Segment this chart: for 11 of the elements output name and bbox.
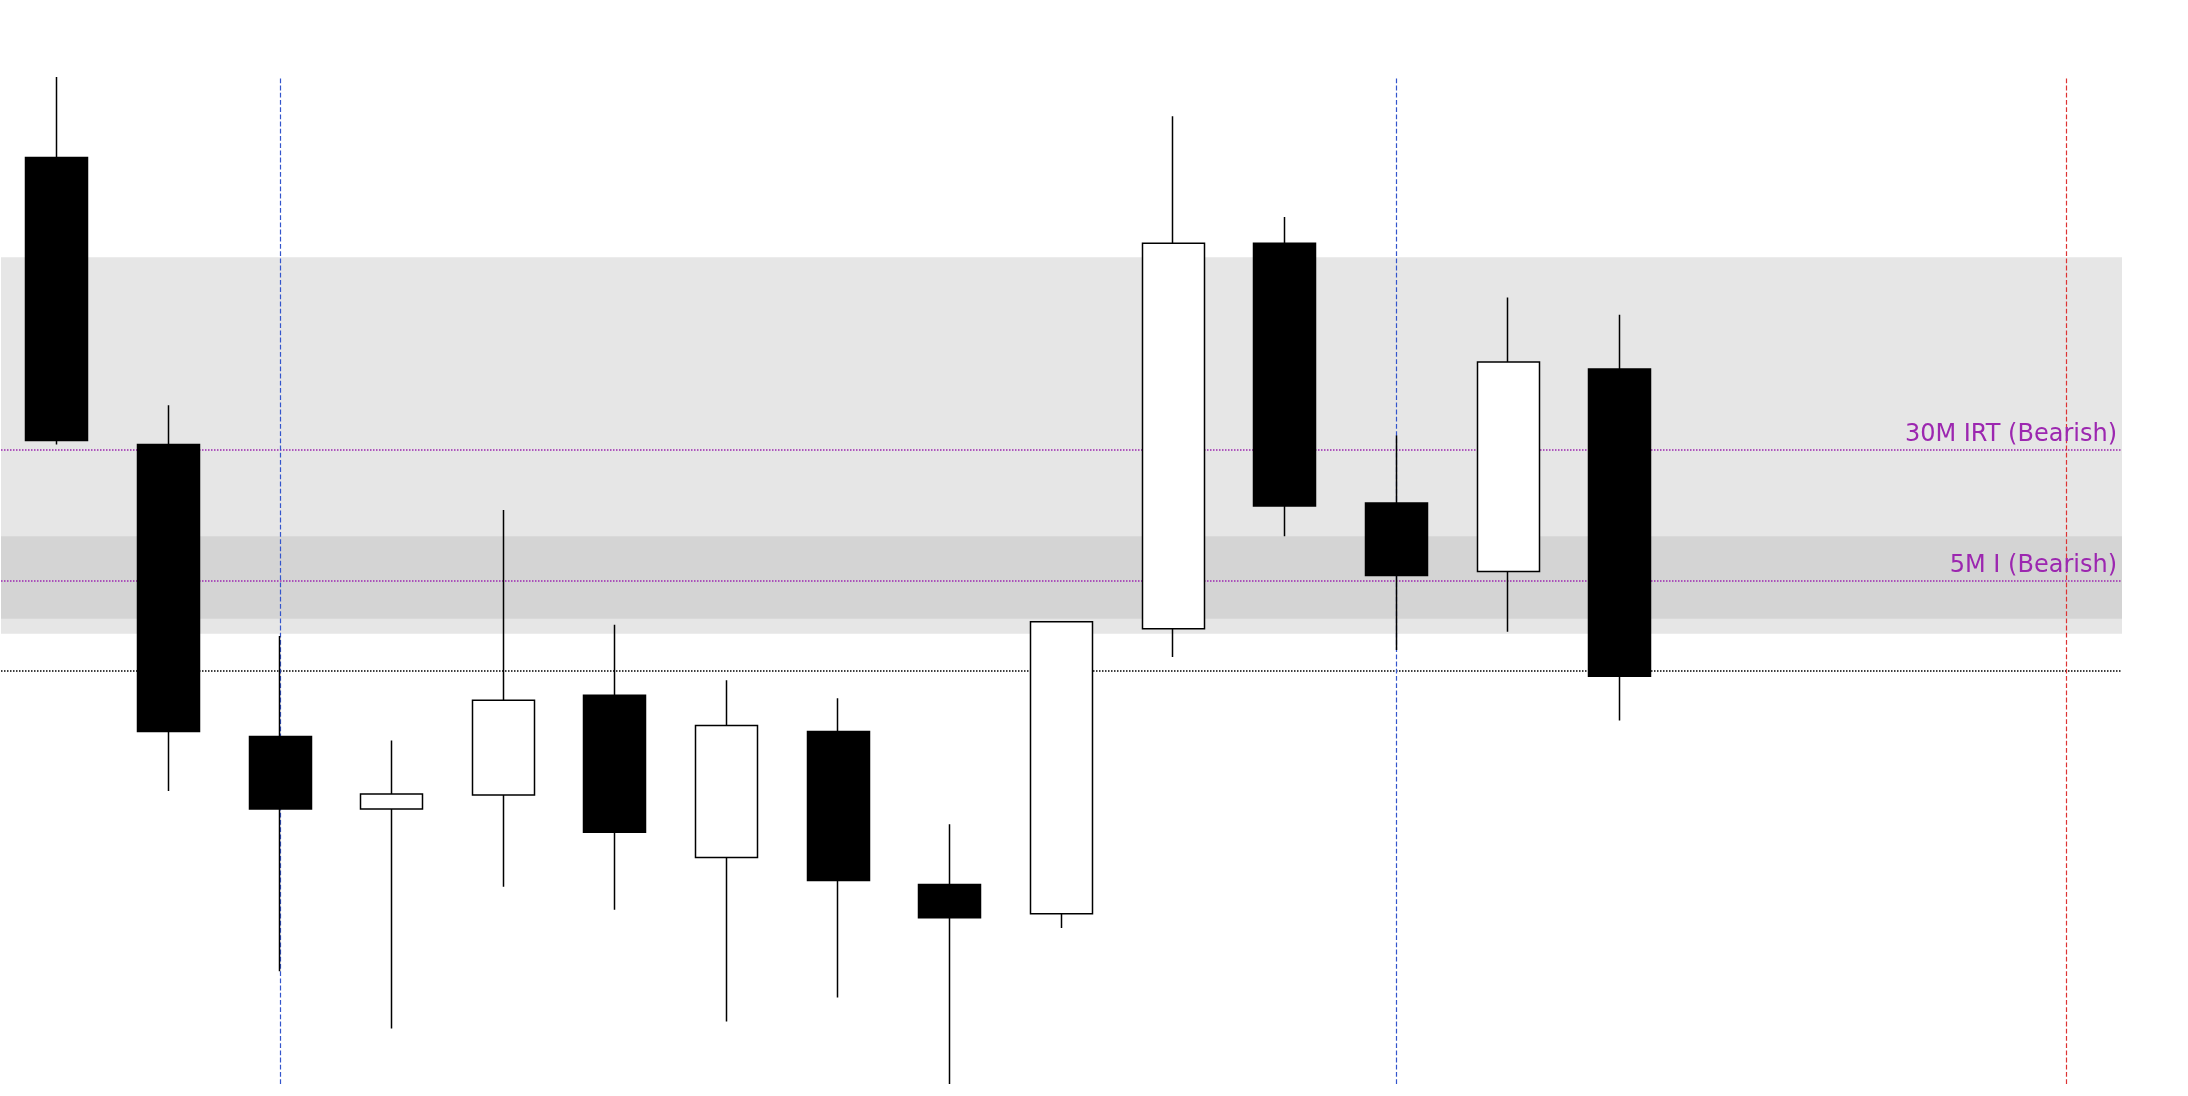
candlestick <box>1364 434 1429 651</box>
ref-line-label: 30M IRT (Bearish) <box>1904 418 2117 447</box>
candlestick <box>694 679 759 1023</box>
candlestick <box>359 739 424 1030</box>
candlestick <box>24 76 89 446</box>
candlestick <box>1476 296 1541 633</box>
ref-line-label: 5M I (Bearish) <box>1949 549 2117 578</box>
candlestick <box>1252 216 1317 537</box>
candlestick <box>1141 115 1206 658</box>
candlestick <box>806 697 871 999</box>
candlestick <box>917 823 982 1085</box>
